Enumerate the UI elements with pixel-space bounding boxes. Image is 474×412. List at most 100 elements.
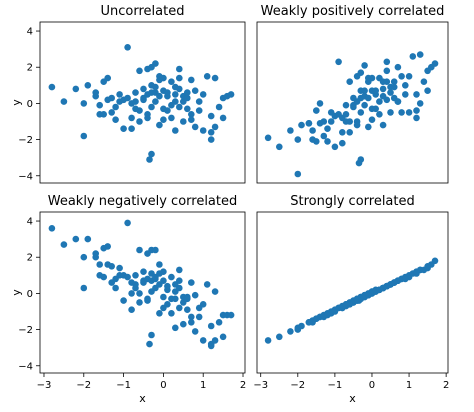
data-point (156, 261, 163, 268)
data-point (156, 92, 163, 100)
data-point (144, 114, 151, 122)
data-point (316, 100, 324, 107)
data-point (313, 315, 320, 323)
subplot-title: Weakly negatively correlated (48, 194, 238, 209)
data-point (104, 243, 111, 250)
data-point (207, 136, 215, 143)
data-point (355, 159, 363, 167)
data-point (168, 101, 175, 109)
data-point (184, 94, 191, 102)
data-point (60, 241, 68, 248)
data-point (128, 114, 135, 122)
data-point (294, 170, 302, 178)
data-point (152, 60, 159, 67)
data-point (195, 313, 203, 321)
y-tick-label: 4 (27, 217, 33, 228)
scatter-panel-3: Weakly negatively correlated −4 −2 0 2 4 −3 −2 −… (10, 194, 246, 405)
axes-frame (39, 21, 246, 184)
data-point (132, 284, 139, 292)
data-point (112, 103, 119, 111)
data-point (353, 295, 361, 303)
data-point (152, 246, 159, 254)
data-point (112, 116, 119, 123)
data-point (365, 291, 372, 299)
data-point (365, 94, 372, 102)
data-point (339, 129, 346, 136)
data-point (60, 98, 68, 105)
x-tick-label: 0 (369, 380, 375, 391)
data-point (219, 114, 227, 122)
data-point (227, 311, 235, 319)
y-axis-label: y (10, 289, 23, 296)
data-point (324, 311, 331, 319)
x-tick-label: 2 (240, 380, 246, 391)
data-point (100, 111, 107, 118)
data-point (180, 320, 187, 328)
data-point (324, 138, 331, 145)
data-point (176, 266, 183, 274)
data-point (309, 127, 316, 134)
data-point (176, 304, 183, 312)
data-point (164, 89, 171, 96)
data-point (207, 322, 215, 330)
y-tick-label: −2 (18, 135, 33, 146)
data-point (92, 250, 99, 257)
x-tick-label: −1 (116, 380, 131, 391)
data-point (357, 109, 365, 116)
data-point (361, 87, 368, 94)
points (48, 219, 235, 350)
data-point (276, 333, 283, 341)
data-point (100, 273, 107, 281)
data-point (342, 101, 350, 109)
x-tick-label: 2 (443, 380, 449, 391)
data-point (207, 129, 215, 136)
data-point (305, 319, 313, 326)
data-point (324, 125, 331, 132)
data-point (313, 107, 320, 114)
data-point (72, 85, 80, 93)
data-point (394, 63, 402, 71)
data-point (72, 235, 80, 243)
data-point (184, 295, 191, 303)
data-point (276, 143, 283, 151)
data-point (379, 284, 387, 292)
x-axis-label: x (349, 392, 356, 405)
data-point (387, 89, 394, 96)
data-point (227, 91, 235, 98)
x-tick-label: 1 (200, 380, 206, 391)
data-point (413, 114, 420, 122)
y-tick-label: 0 (27, 99, 33, 110)
data-point (357, 69, 365, 76)
data-point (305, 120, 313, 127)
points (264, 257, 439, 344)
data-point (298, 121, 305, 129)
data-point (191, 291, 199, 299)
data-point (160, 293, 167, 301)
data-point (176, 103, 183, 111)
data-point (148, 150, 155, 158)
data-point (294, 324, 302, 332)
y-axis-label: y (10, 99, 23, 106)
data-point (264, 337, 272, 344)
data-point (112, 284, 119, 292)
data-point (368, 116, 376, 123)
data-point (180, 118, 187, 125)
data-point (140, 268, 147, 276)
y-tick-label: −4 (18, 361, 33, 372)
subplot-title: Strongly correlated (290, 194, 415, 209)
y-tick-label: 2 (27, 63, 33, 74)
data-point (164, 282, 171, 290)
data-point (191, 328, 199, 335)
data-point (160, 116, 167, 123)
data-point (372, 105, 380, 113)
data-point (402, 91, 409, 98)
data-point (124, 219, 131, 227)
data-point (188, 319, 195, 326)
data-point (146, 156, 153, 163)
data-point (96, 101, 103, 109)
data-point (327, 118, 335, 125)
data-point (136, 118, 143, 125)
data-point (387, 109, 394, 116)
data-point (108, 263, 115, 270)
